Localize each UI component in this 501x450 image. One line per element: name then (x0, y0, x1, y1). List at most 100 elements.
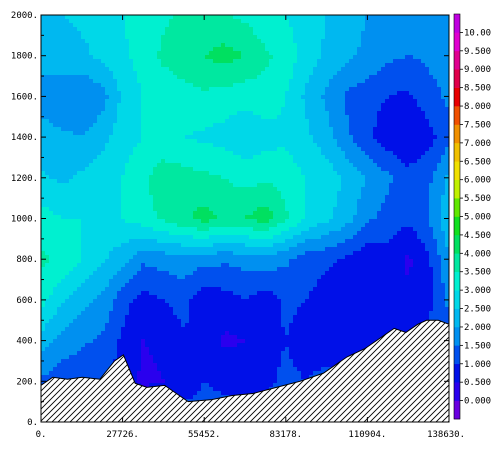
contour-cell (89, 139, 94, 144)
contour-cell (53, 83, 58, 88)
contour-cell (165, 203, 170, 208)
contour-cell (61, 83, 66, 88)
contour-cell (217, 159, 222, 164)
contour-cell (149, 151, 154, 156)
contour-cell (385, 199, 390, 204)
contour-cell (325, 99, 330, 104)
contour-cell (129, 191, 134, 196)
contour-cell (209, 47, 214, 52)
contour-cell (85, 87, 90, 92)
contour-cell (225, 99, 230, 104)
contour-cell (61, 195, 66, 200)
contour-cell (145, 207, 150, 212)
contour-cell (265, 191, 270, 196)
contour-cell (317, 203, 322, 208)
contour-cell (249, 79, 254, 84)
contour-cell (417, 63, 422, 68)
contour-cell (185, 35, 190, 40)
contour-cell (145, 139, 150, 144)
contour-cell (349, 15, 354, 20)
contour-cell (417, 131, 422, 136)
contour-cell (245, 155, 250, 160)
contour-cell (329, 195, 334, 200)
contour-cell (109, 183, 114, 188)
contour-cell (125, 43, 130, 48)
contour-cell (401, 131, 406, 136)
contour-cell (417, 19, 422, 24)
contour-cell (217, 15, 222, 20)
contour-cell (437, 51, 442, 56)
contour-cell (349, 167, 354, 172)
contour-cell (333, 111, 338, 116)
contour-cell (189, 67, 194, 72)
contour-cell (93, 187, 98, 192)
contour-cell (245, 167, 250, 172)
contour-cell (245, 79, 250, 84)
contour-cell (253, 87, 258, 92)
contour-cell (93, 71, 98, 76)
contour-cell (253, 159, 258, 164)
contour-cell (241, 15, 246, 20)
contour-cell (321, 163, 326, 168)
contour-cell (57, 19, 62, 24)
contour-cell (261, 35, 266, 40)
contour-cell (185, 79, 190, 84)
contour-cell (409, 131, 414, 136)
contour-cell (313, 119, 318, 124)
contour-cell (81, 71, 86, 76)
contour-cell (301, 51, 306, 56)
contour-cell (245, 47, 250, 52)
contour-cell (193, 199, 198, 204)
contour-cell (309, 27, 314, 32)
contour-cell (213, 195, 218, 200)
contour-cell (165, 147, 170, 152)
contour-cell (305, 119, 310, 124)
contour-cell (245, 183, 250, 188)
contour-cell (93, 127, 98, 132)
contour-cell (105, 115, 110, 120)
contour-cell (185, 27, 190, 32)
contour-cell (389, 191, 394, 196)
contour-cell (61, 199, 66, 204)
contour-cell (377, 151, 382, 156)
contour-cell (365, 143, 370, 148)
contour-cell (341, 111, 346, 116)
contour-cell (57, 187, 62, 192)
contour-cell (165, 51, 170, 56)
contour-cell (313, 111, 318, 116)
contour-cell (117, 147, 122, 152)
contour-cell (241, 151, 246, 156)
contour-cell (261, 135, 266, 140)
contour-cell (445, 19, 449, 24)
contour-cell (201, 71, 206, 76)
contour-cell (393, 27, 398, 32)
contour-cell (253, 95, 258, 100)
contour-cell (289, 35, 294, 40)
contour-cell (85, 123, 90, 128)
contour-cell (329, 175, 334, 180)
contour-cell (381, 31, 386, 36)
contour-cell (345, 131, 350, 136)
contour-cell (61, 43, 66, 48)
contour-cell (229, 123, 234, 128)
contour-cell (189, 155, 194, 160)
contour-cell (109, 87, 114, 92)
contour-cell (429, 35, 434, 40)
contour-cell (273, 155, 278, 160)
contour-cell (53, 19, 58, 24)
contour-cell (105, 35, 110, 40)
contour-cell (301, 95, 306, 100)
contour-cell (177, 171, 182, 176)
contour-cell (345, 139, 350, 144)
contour-cell (117, 55, 122, 60)
contour-cell (429, 187, 434, 192)
contour-cell (125, 107, 130, 112)
contour-cell (277, 51, 282, 56)
contour-cell (89, 31, 94, 36)
contour-cell (57, 191, 62, 196)
contour-cell (293, 95, 298, 100)
contour-cell (109, 167, 114, 172)
contour-cell (341, 171, 346, 176)
contour-cell (169, 19, 174, 24)
contour-cell (189, 143, 194, 148)
